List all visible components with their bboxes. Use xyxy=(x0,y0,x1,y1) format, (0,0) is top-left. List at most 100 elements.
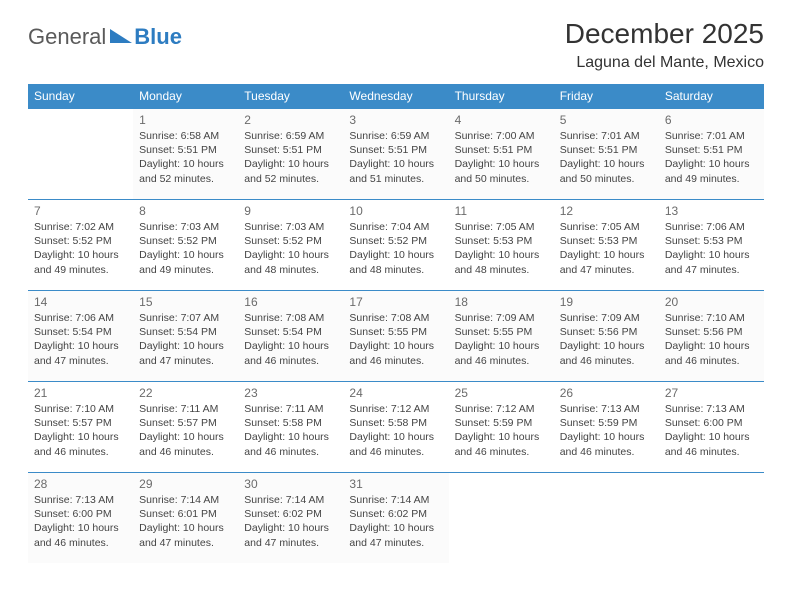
cell-line: and 46 minutes. xyxy=(34,536,127,550)
cell-line: and 51 minutes. xyxy=(349,172,442,186)
cell-line: and 46 minutes. xyxy=(665,354,758,368)
cell-line: Daylight: 10 hours xyxy=(139,248,232,262)
cell-line: and 46 minutes. xyxy=(244,445,337,459)
cell-line: Sunset: 5:51 PM xyxy=(455,143,548,157)
cell-line: Sunrise: 7:00 AM xyxy=(455,129,548,143)
cell-line: Sunrise: 6:59 AM xyxy=(349,129,442,143)
day-cell: 7Sunrise: 7:02 AMSunset: 5:52 PMDaylight… xyxy=(28,200,133,291)
week-row: 14Sunrise: 7:06 AMSunset: 5:54 PMDayligh… xyxy=(28,291,764,382)
cell-line: Daylight: 10 hours xyxy=(349,248,442,262)
cell-line: Sunset: 5:55 PM xyxy=(349,325,442,339)
cell-line: Sunrise: 7:05 AM xyxy=(560,220,653,234)
day-number: 26 xyxy=(560,386,653,400)
cell-line: Daylight: 10 hours xyxy=(560,248,653,262)
day-cell: 24Sunrise: 7:12 AMSunset: 5:58 PMDayligh… xyxy=(343,382,448,473)
cell-line: Daylight: 10 hours xyxy=(349,339,442,353)
logo: General Blue xyxy=(28,24,182,50)
weekday-row: SundayMondayTuesdayWednesdayThursdayFrid… xyxy=(28,84,764,109)
cell-line: Daylight: 10 hours xyxy=(455,430,548,444)
day-number: 15 xyxy=(139,295,232,309)
day-number: 24 xyxy=(349,386,442,400)
cell-line: Sunset: 5:56 PM xyxy=(560,325,653,339)
title-block: December 2025 Laguna del Mante, Mexico xyxy=(565,18,764,72)
cell-line: Daylight: 10 hours xyxy=(349,430,442,444)
day-cell: 25Sunrise: 7:12 AMSunset: 5:59 PMDayligh… xyxy=(449,382,554,473)
cell-line: Sunrise: 7:13 AM xyxy=(34,493,127,507)
cell-line: Sunset: 5:52 PM xyxy=(139,234,232,248)
cell-line: Sunset: 5:53 PM xyxy=(455,234,548,248)
cell-line: and 49 minutes. xyxy=(34,263,127,277)
cell-line: and 52 minutes. xyxy=(244,172,337,186)
day-number: 8 xyxy=(139,204,232,218)
cell-line: and 46 minutes. xyxy=(665,445,758,459)
cell-line: Sunset: 5:58 PM xyxy=(244,416,337,430)
cell-line: Sunrise: 7:06 AM xyxy=(34,311,127,325)
cell-line: and 46 minutes. xyxy=(560,445,653,459)
cell-line: Daylight: 10 hours xyxy=(34,339,127,353)
cell-line: Sunrise: 7:04 AM xyxy=(349,220,442,234)
cell-line: Sunrise: 7:13 AM xyxy=(560,402,653,416)
day-number: 11 xyxy=(455,204,548,218)
cell-line: Daylight: 10 hours xyxy=(34,430,127,444)
cell-line: and 49 minutes. xyxy=(139,263,232,277)
cell-line: Sunrise: 7:10 AM xyxy=(665,311,758,325)
month-title: December 2025 xyxy=(565,18,764,50)
day-cell: 22Sunrise: 7:11 AMSunset: 5:57 PMDayligh… xyxy=(133,382,238,473)
cell-line: Sunset: 5:54 PM xyxy=(139,325,232,339)
cell-line: Sunrise: 7:01 AM xyxy=(560,129,653,143)
cell-line: and 46 minutes. xyxy=(560,354,653,368)
cell-line: Sunset: 5:51 PM xyxy=(665,143,758,157)
cell-line: Sunset: 5:58 PM xyxy=(349,416,442,430)
cell-line: Daylight: 10 hours xyxy=(349,521,442,535)
cell-line: Sunset: 5:51 PM xyxy=(139,143,232,157)
day-number: 17 xyxy=(349,295,442,309)
cell-line: Daylight: 10 hours xyxy=(139,521,232,535)
day-number: 28 xyxy=(34,477,127,491)
cell-line: Daylight: 10 hours xyxy=(139,430,232,444)
cell-line: Daylight: 10 hours xyxy=(34,521,127,535)
day-cell xyxy=(659,473,764,564)
day-cell: 8Sunrise: 7:03 AMSunset: 5:52 PMDaylight… xyxy=(133,200,238,291)
week-row: 21Sunrise: 7:10 AMSunset: 5:57 PMDayligh… xyxy=(28,382,764,473)
weekday-header: Monday xyxy=(133,84,238,109)
day-number: 13 xyxy=(665,204,758,218)
day-cell: 18Sunrise: 7:09 AMSunset: 5:55 PMDayligh… xyxy=(449,291,554,382)
weekday-header: Saturday xyxy=(659,84,764,109)
cell-line: Daylight: 10 hours xyxy=(244,339,337,353)
cell-line: and 47 minutes. xyxy=(560,263,653,277)
day-cell xyxy=(449,473,554,564)
day-cell: 21Sunrise: 7:10 AMSunset: 5:57 PMDayligh… xyxy=(28,382,133,473)
day-number: 22 xyxy=(139,386,232,400)
day-cell: 20Sunrise: 7:10 AMSunset: 5:56 PMDayligh… xyxy=(659,291,764,382)
cell-line: Sunset: 5:53 PM xyxy=(560,234,653,248)
cell-line: and 48 minutes. xyxy=(349,263,442,277)
day-cell: 6Sunrise: 7:01 AMSunset: 5:51 PMDaylight… xyxy=(659,109,764,200)
cell-line: Sunrise: 7:05 AM xyxy=(455,220,548,234)
day-cell: 14Sunrise: 7:06 AMSunset: 5:54 PMDayligh… xyxy=(28,291,133,382)
calendar-body: 1Sunrise: 6:58 AMSunset: 5:51 PMDaylight… xyxy=(28,109,764,564)
day-number: 30 xyxy=(244,477,337,491)
cell-line: Sunset: 5:52 PM xyxy=(349,234,442,248)
day-number: 20 xyxy=(665,295,758,309)
day-cell: 5Sunrise: 7:01 AMSunset: 5:51 PMDaylight… xyxy=(554,109,659,200)
cell-line: Sunset: 6:00 PM xyxy=(34,507,127,521)
cell-line: Sunrise: 7:12 AM xyxy=(455,402,548,416)
weekday-header: Thursday xyxy=(449,84,554,109)
cell-line: Sunrise: 6:59 AM xyxy=(244,129,337,143)
cell-line: Sunrise: 7:14 AM xyxy=(349,493,442,507)
cell-line: Daylight: 10 hours xyxy=(349,157,442,171)
cell-line: Sunrise: 7:03 AM xyxy=(244,220,337,234)
day-cell: 30Sunrise: 7:14 AMSunset: 6:02 PMDayligh… xyxy=(238,473,343,564)
cell-line: and 50 minutes. xyxy=(560,172,653,186)
cell-line: Daylight: 10 hours xyxy=(560,430,653,444)
day-cell xyxy=(28,109,133,200)
day-number: 12 xyxy=(560,204,653,218)
day-cell xyxy=(554,473,659,564)
cell-line: and 46 minutes. xyxy=(244,354,337,368)
cell-line: Sunrise: 7:06 AM xyxy=(665,220,758,234)
cell-line: and 47 minutes. xyxy=(349,536,442,550)
cell-line: Sunrise: 7:09 AM xyxy=(560,311,653,325)
day-number: 21 xyxy=(34,386,127,400)
cell-line: Sunset: 5:59 PM xyxy=(455,416,548,430)
cell-line: and 48 minutes. xyxy=(455,263,548,277)
